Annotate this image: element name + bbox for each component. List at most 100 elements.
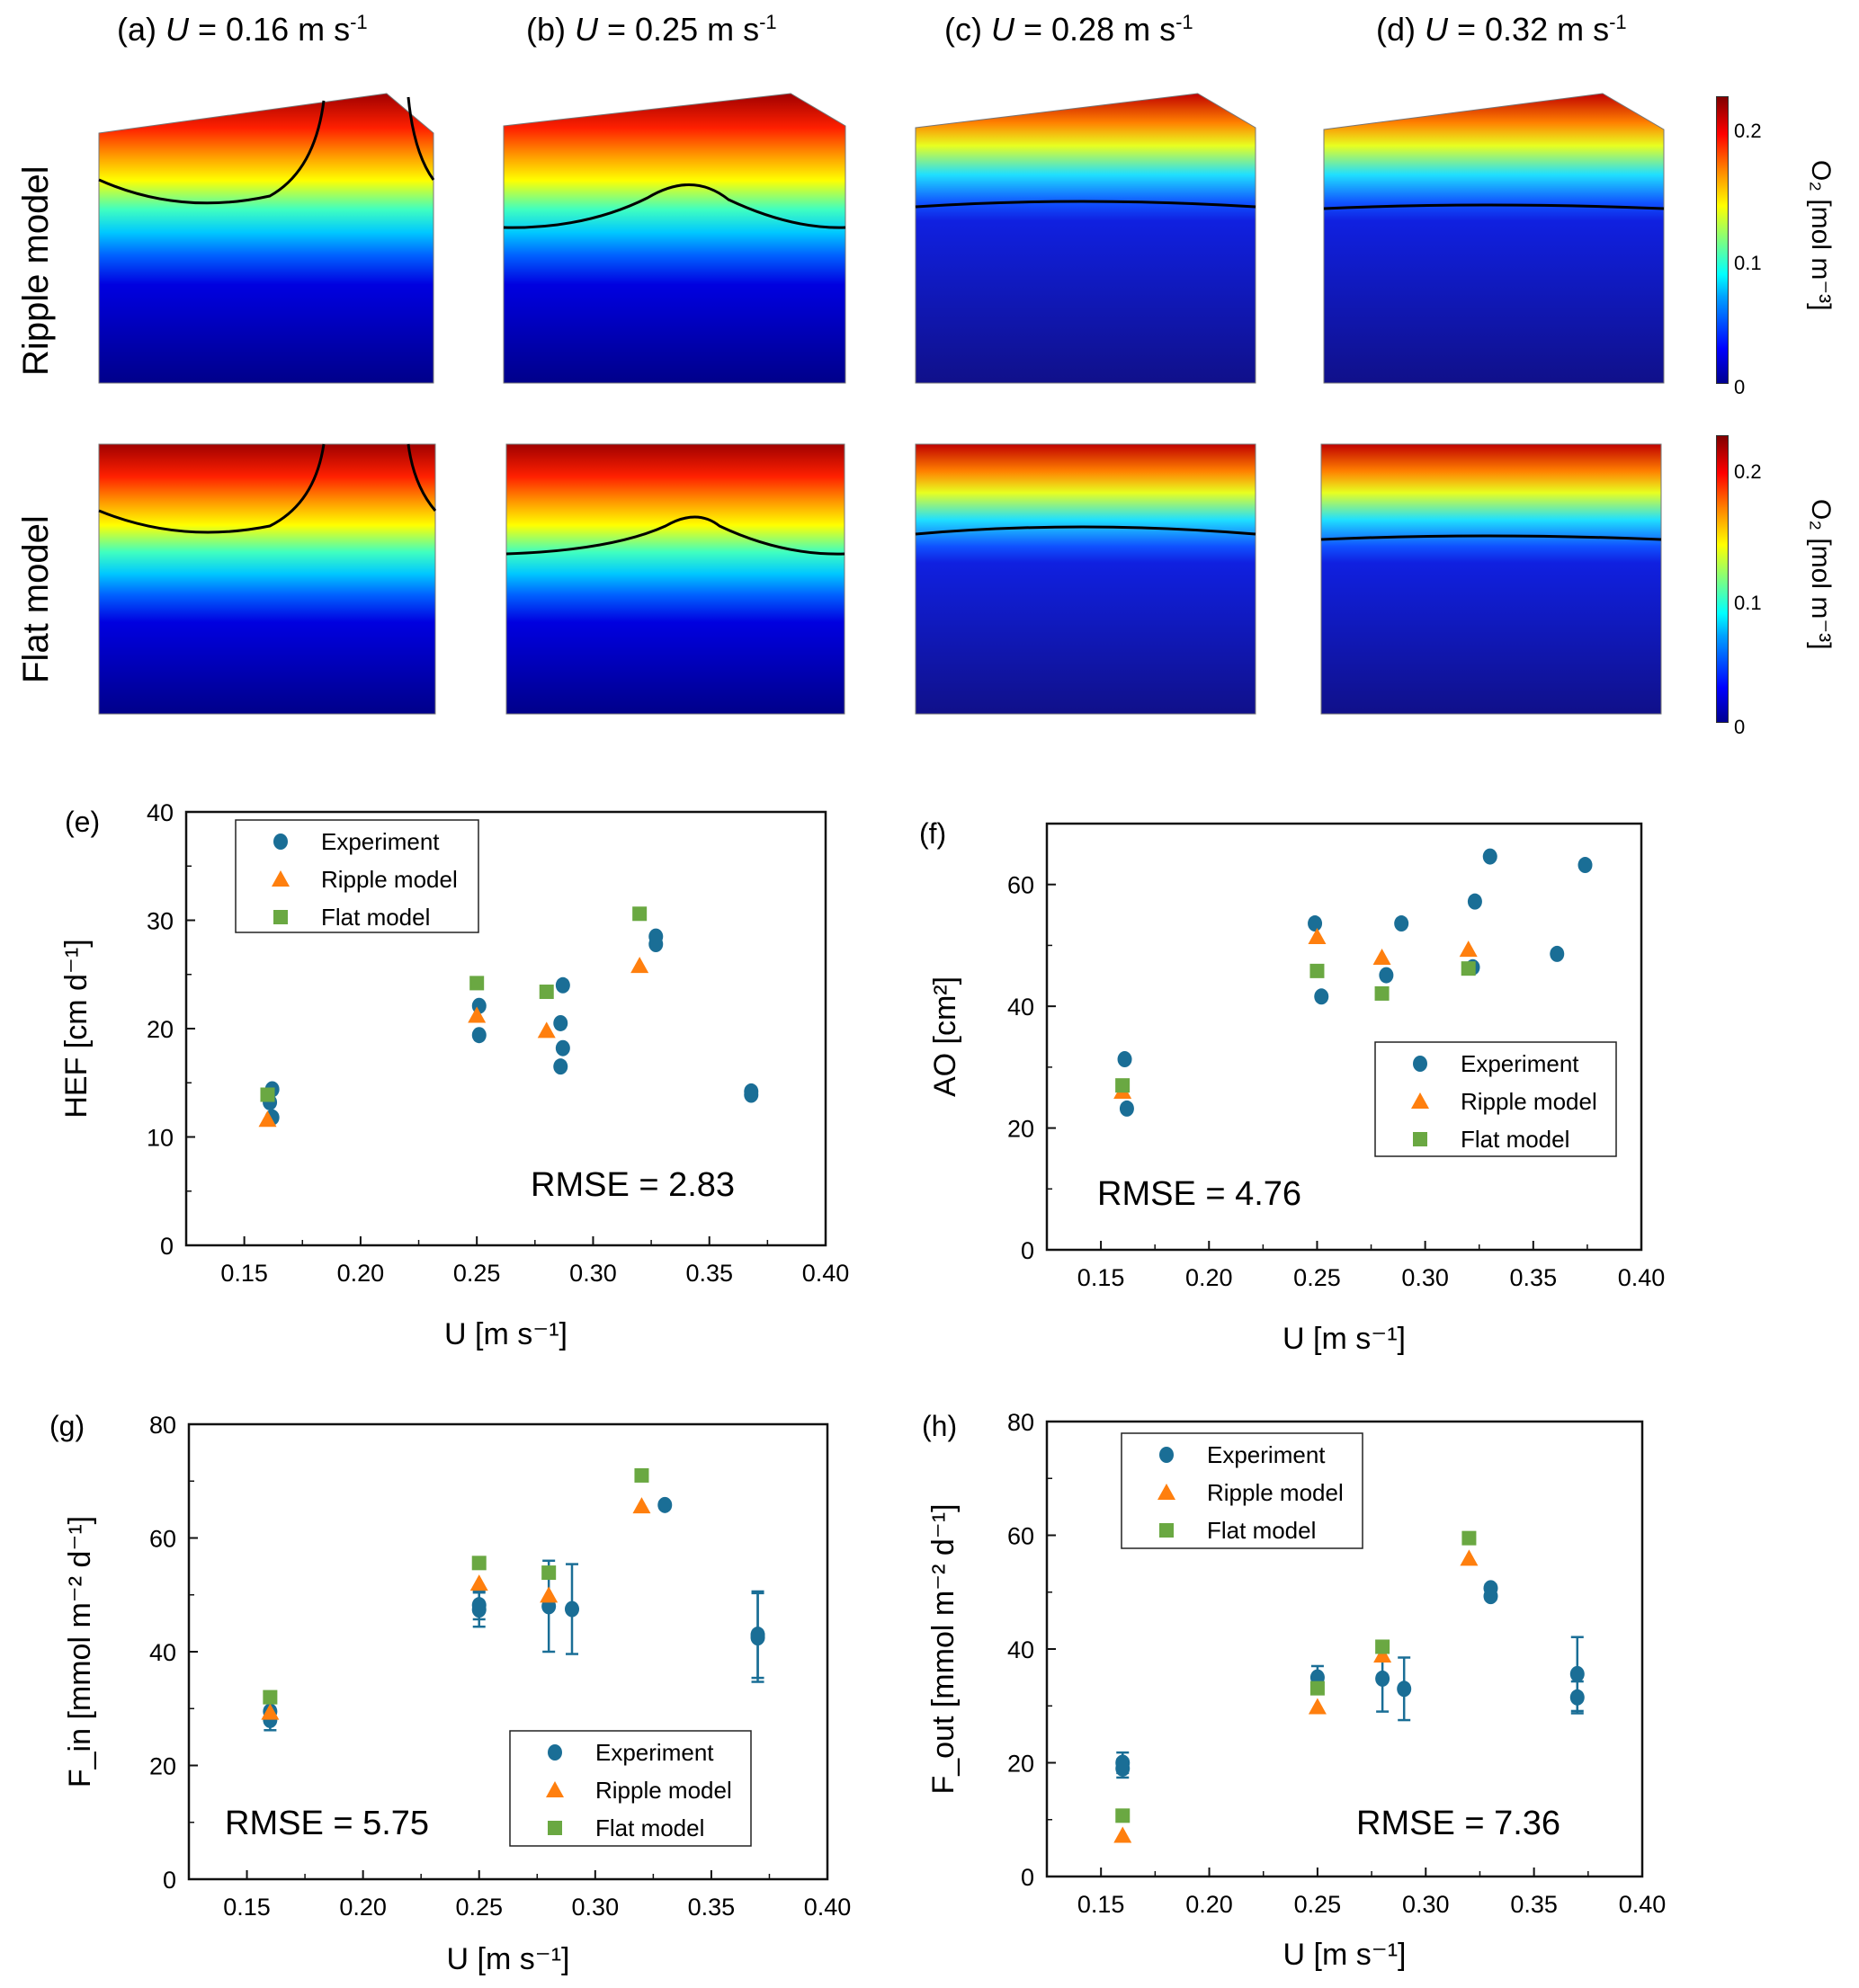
data-point-circle (1465, 958, 1480, 976)
legend: Experiment Ripple model Flat model (235, 819, 479, 933)
legend-marker-circle (548, 1744, 562, 1761)
data-point-triangle (1460, 1549, 1479, 1566)
oxic-boundary-ripple-0 (98, 96, 435, 205)
data-point-circle (1483, 1588, 1498, 1605)
data-point-circle (1569, 1689, 1585, 1706)
y-tick-label: 0 (1021, 1864, 1034, 1891)
data-point-square (1461, 961, 1476, 976)
chart-h: 0.15 0.20 0.25 0.30 0.35 0.40 0 20 40 60 80 U [m s⁻… (922, 1409, 1666, 1972)
rmse-annotation: RMSE = 4.76 (1097, 1175, 1301, 1213)
data-point-triangle (1113, 1826, 1132, 1843)
ripple-field-3 (1323, 93, 1665, 384)
concentration-fields (98, 93, 1665, 715)
legend-label: Flat model (1461, 1126, 1569, 1153)
y-axis-label: F_in [mmol m⁻² d⁻¹] (63, 1516, 97, 1787)
data-point-triangle (1459, 941, 1478, 958)
data-point-square (1309, 1680, 1325, 1696)
y-tick-label: 0 (160, 1233, 174, 1260)
y-tick-label: 40 (1007, 994, 1034, 1021)
legend-marker-triangle (1411, 1092, 1429, 1109)
y-tick-label: 40 (149, 1639, 176, 1666)
data-point-circle (744, 1086, 759, 1103)
colorbar-ripple-tick-01: 0.1 (1734, 252, 1762, 274)
flat-field-1 (505, 443, 845, 715)
y-axis-label: AO [cm²] (928, 976, 962, 1097)
data-point-circle (1577, 857, 1593, 874)
column-title-0: (a) U = 0.16 m s-1 (117, 11, 368, 48)
y-tick-label: 20 (1007, 1751, 1034, 1778)
y-tick-label: 80 (1007, 1409, 1034, 1436)
legend-marker-triangle (272, 870, 290, 887)
data-point-circle (555, 1039, 570, 1056)
series-experiment (263, 928, 759, 1126)
flat-field-2 (915, 443, 1256, 715)
legend-box (235, 819, 479, 933)
series-flat-model (260, 906, 648, 1102)
ripple-field-2 (915, 93, 1256, 384)
data-point-square (1309, 963, 1325, 978)
legend: Experiment Ripple model Flat model (1374, 1041, 1617, 1157)
legend-label: Experiment (1461, 1050, 1579, 1077)
y-tick-label: 60 (1007, 1523, 1034, 1550)
legend-marker-circle (1413, 1056, 1427, 1072)
y-axis-label: F_out [mmol m⁻² d⁻¹] (926, 1503, 961, 1794)
data-point-circle (263, 1093, 278, 1110)
data-point-circle (565, 1600, 579, 1618)
colorbar-ripple-tick-0: 0 (1734, 376, 1746, 398)
oxic-boundary-ripple-2 (915, 200, 1256, 209)
data-point-triangle (469, 1574, 488, 1591)
data-point-square (1115, 1808, 1131, 1823)
legend-box (1374, 1041, 1617, 1157)
data-point-square (634, 1467, 649, 1483)
x-tick-label: 0.15 (1077, 1264, 1125, 1291)
x-tick-label: 0.15 (220, 1260, 268, 1287)
legend-marker-triangle (1157, 1484, 1175, 1500)
colorbar-flat (1716, 435, 1729, 723)
data-point-triangle (468, 1006, 487, 1023)
y-tick-label: 10 (147, 1125, 174, 1152)
x-axis-label: U [m s⁻¹] (444, 1317, 568, 1351)
y-tick-label: 20 (1007, 1116, 1034, 1143)
column-title-3: (d) U = 0.32 m s-1 (1376, 11, 1627, 48)
series-ripple-model (261, 1497, 651, 1720)
data-point-circle (553, 1014, 568, 1031)
data-point-triangle (261, 1703, 280, 1720)
legend-label: Ripple model (321, 866, 458, 893)
data-point-circle (1394, 915, 1409, 932)
data-point-circle (1397, 1680, 1412, 1698)
plot-frame (184, 810, 827, 1247)
data-point-circle (1550, 945, 1565, 962)
x-tick-label: 0.35 (1510, 1264, 1558, 1291)
data-point-circle (1308, 915, 1323, 932)
y-tick-label: 0 (1021, 1237, 1034, 1264)
legend-label: Experiment (595, 1739, 714, 1766)
series-experiment (263, 1496, 765, 1732)
data-point-circle (1379, 967, 1394, 984)
chart-e: 0.15 0.20 0.25 0.30 0.35 0.40 0 10 20 30 40 U [m s⁻… (59, 799, 849, 1351)
data-point-circle (1569, 1665, 1585, 1682)
colorbar-ripple-label: O₂ [mol m⁻³] (1806, 160, 1836, 311)
legend-marker-square (548, 1821, 562, 1835)
data-point-triangle (1373, 1645, 1392, 1663)
legend-box (509, 1730, 752, 1847)
x-tick-label: 0.40 (802, 1260, 850, 1287)
series-ripple-model (1113, 927, 1478, 1099)
legend-label: Flat model (595, 1814, 704, 1841)
y-tick-label: 30 (147, 908, 174, 935)
data-point-triangle (1308, 1698, 1327, 1715)
data-point-circle (263, 1711, 278, 1728)
data-point-circle (1309, 1669, 1325, 1686)
data-point-triangle (1113, 1082, 1132, 1099)
y-axis-label: HEF [cm d⁻¹] (59, 939, 94, 1118)
legend-label: Flat model (1207, 1517, 1316, 1544)
data-point-triangle (630, 957, 649, 974)
panel-label: (g) (49, 1410, 85, 1442)
x-tick-label: 0.30 (572, 1894, 620, 1921)
x-tick-label: 0.40 (804, 1894, 852, 1921)
chart-f: 0.15 0.20 0.25 0.30 0.35 0.40 0 20 40 60 U [m s⁻¹]… (919, 817, 1665, 1356)
data-point-circle (553, 1058, 568, 1075)
data-point-square (469, 976, 485, 991)
data-point-square (539, 985, 554, 1000)
data-point-circle (1314, 988, 1329, 1005)
data-point-triangle (1372, 948, 1391, 965)
